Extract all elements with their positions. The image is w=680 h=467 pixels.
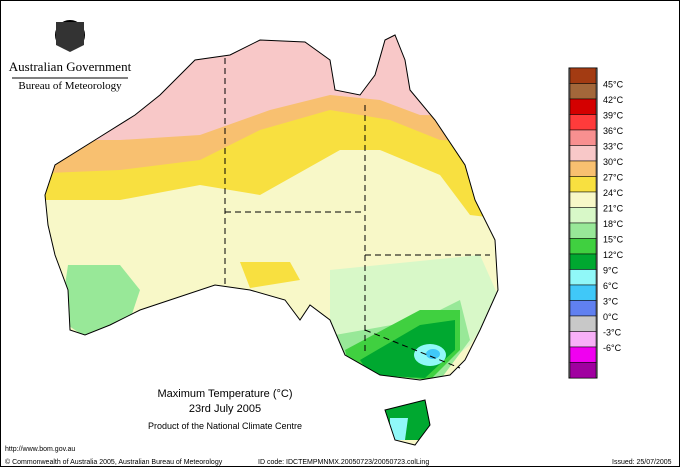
id-code: ID code: IDCTEMPMNMX.20050723/20050723.c…	[258, 459, 429, 466]
legend-label: 0°C	[603, 312, 619, 322]
legend-swatch	[569, 222, 597, 239]
legend-label: 18°C	[603, 219, 624, 229]
issued: Issued: 25/07/2005	[612, 459, 672, 466]
legend-label: 24°C	[603, 188, 624, 198]
copyright: © Commonwealth of Australia 2005, Austra…	[5, 458, 223, 466]
agency: Australian Government	[9, 59, 132, 74]
legend-label: 12°C	[603, 250, 624, 260]
legend-label: 3°C	[603, 297, 619, 307]
legend-swatch	[569, 269, 597, 286]
legend-swatch	[569, 315, 597, 332]
legend-swatch	[569, 83, 597, 100]
legend-swatch	[569, 207, 597, 224]
legend-label: 9°C	[603, 266, 619, 276]
map-date: 23rd July 2005	[189, 403, 261, 415]
legend-label: -3°C	[603, 328, 622, 338]
legend-swatch	[569, 253, 597, 270]
legend-label: -6°C	[603, 343, 622, 353]
legend-label: 39°C	[603, 111, 624, 121]
bureau: Bureau of Meteorology	[18, 80, 122, 92]
legend-swatch	[569, 98, 597, 115]
legend-label: 6°C	[603, 281, 619, 291]
legend-label: 36°C	[603, 126, 624, 136]
legend-swatch	[569, 191, 597, 208]
product: Product of the National Climate Centre	[148, 421, 302, 431]
legend-swatch	[569, 346, 597, 363]
legend-swatch	[569, 300, 597, 317]
legend-swatch	[569, 145, 597, 162]
legend-swatch	[569, 331, 597, 348]
legend-label: 30°C	[603, 157, 624, 167]
legend-swatch	[569, 284, 597, 301]
crest	[55, 20, 85, 52]
legend-swatch	[569, 114, 597, 131]
legend-swatch	[569, 160, 597, 177]
legend-label: 33°C	[603, 142, 624, 152]
legend-label: 45°C	[603, 80, 624, 90]
coastline	[44, 34, 499, 446]
legend-label: 27°C	[603, 173, 624, 183]
url: http://www.bom.gov.au	[5, 446, 75, 453]
legend-label: 42°C	[603, 95, 624, 105]
legend-swatch	[569, 67, 597, 84]
legend-label: 15°C	[603, 235, 624, 245]
legend-swatch	[569, 176, 597, 193]
legend-swatch	[569, 238, 597, 255]
legend-swatch	[569, 362, 597, 379]
legend-label: 21°C	[603, 204, 624, 214]
legend-swatch	[569, 129, 597, 146]
state-borders	[224, 58, 490, 369]
map-title: Maximum Temperature (°C)	[157, 388, 292, 400]
legend: 45°C 42°C 39°C 36°C 33°C 30°C 27°C 24°C 21°C 18°C…	[568, 67, 624, 379]
